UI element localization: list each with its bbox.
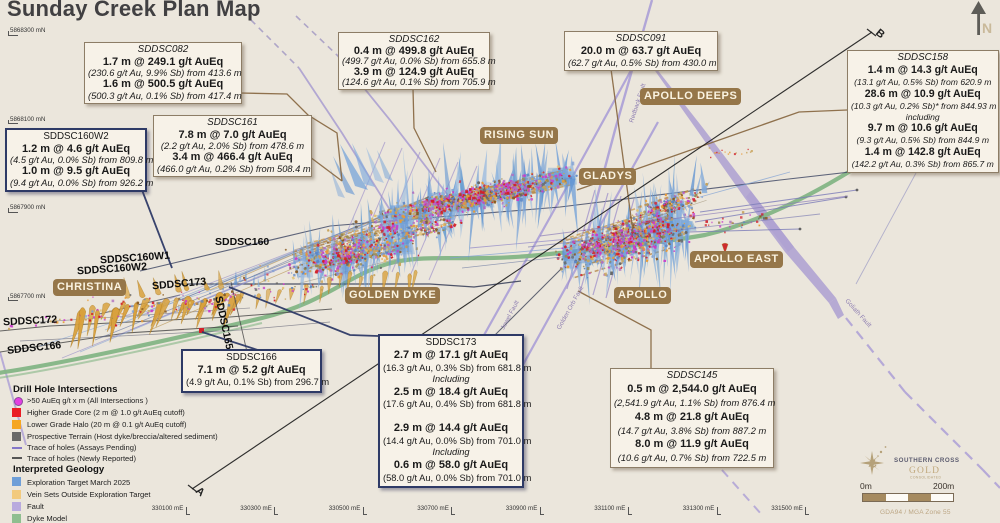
svg-text:N: N (982, 20, 992, 36)
svg-text:Goliath Fault: Goliath Fault (844, 298, 873, 329)
svg-text:Golden Orb Fault: Golden Orb Fault (556, 285, 586, 331)
svg-text:SOUTHERN CROSS: SOUTHERN CROSS (894, 457, 959, 464)
svg-text:CONSOLIDATED: CONSOLIDATED (910, 476, 941, 480)
svg-text:Jewel Fault: Jewel Fault (500, 299, 521, 331)
svg-text:GOLD: GOLD (909, 466, 940, 476)
